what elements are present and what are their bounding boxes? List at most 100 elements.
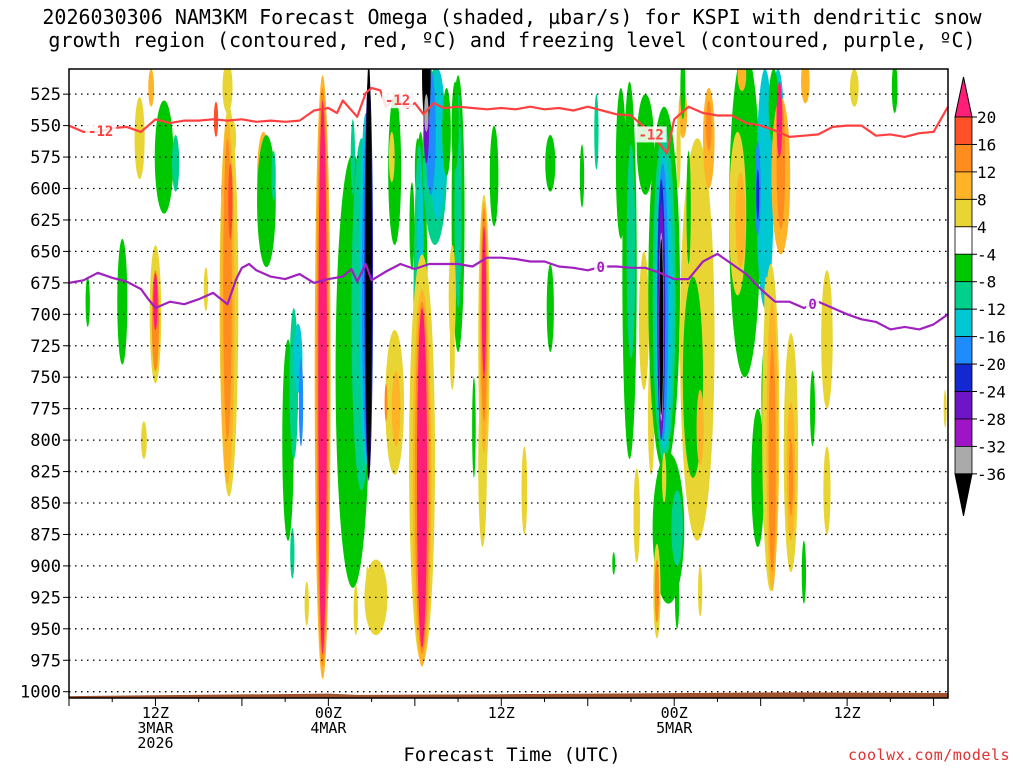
omega-cell-130 [776,81,783,158]
omega-cell-112 [661,452,667,504]
omega-cell-21 [228,163,233,239]
colorbar-swatch-13 [954,445,973,475]
y-tick-label-575: 575 [30,148,61,168]
omega-cell-138 [788,440,794,516]
omega-cell-122 [735,172,746,268]
x-tick-label-4-0: 12Z [834,704,861,722]
omega-cell-117 [674,565,680,629]
colorbar-label-9: -20 [977,355,1006,374]
omega-cell-92 [638,251,649,390]
omega-cell-111 [705,100,712,151]
colorbar-swatch-11 [954,391,973,420]
omega-cell-87 [594,94,599,170]
colorbar-swatch-10 [954,363,973,392]
y-tick-label-975: 975 [30,651,61,671]
colorbar-label-11: -28 [977,410,1006,429]
omega-cell-147 [891,69,898,114]
omega-cell-26 [257,135,276,268]
omega-cell-118 [697,565,703,617]
omega-cell-32 [290,528,295,579]
colorbar-swatch-6 [954,253,973,283]
omega-cell-115 [654,559,660,623]
omega-cell-53 [409,182,415,271]
omega-cell-141 [810,370,816,447]
omega-cell-35 [318,100,327,654]
colorbar-bottom-arrow [954,473,973,516]
y-tick-label-925: 925 [30,588,61,608]
omega-cell-69 [416,308,428,648]
chart-title-line-1: 2026030306 NAM3KM Forecast Omega (shaded… [42,5,982,29]
omega-cell-103 [671,490,683,566]
freezing-contour-label-0: 0 [594,258,608,276]
omega-cell-48 [391,370,401,447]
x-tick-label-0-2: 2026 [137,734,173,752]
y-tick-label-525: 525 [30,85,61,105]
omega-cell-44 [353,584,358,636]
colorbar-label-5: -4 [977,245,996,264]
colorbar-swatch-4 [954,198,973,228]
omega-cell-144 [801,69,810,104]
colorbar-label-4: 4 [977,218,987,237]
omega-cell-82 [489,125,499,227]
colorbar-swatch-2 [954,144,973,173]
colorbar-label-0: 20 [977,108,996,127]
omega-cell-46 [365,565,369,617]
colorbar-swatch-12 [954,418,973,447]
omega-cell-119 [686,150,691,264]
y-tick-label-900: 900 [30,557,61,577]
y-tick-label-600: 600 [30,180,61,200]
omega-cell-135 [768,345,776,573]
site-credit[interactable]: coolwx.com/models [847,746,1010,764]
omega-cell-6 [154,100,174,214]
omega-shading [85,69,947,680]
colorbar-label-10: -24 [977,383,1006,402]
omega-cell-75 [449,314,455,390]
dendritic-contour-label-2: -12 [635,126,667,143]
omega-cell-143 [823,446,831,535]
y-tick-label-650: 650 [30,242,61,262]
colorbar-swatch-7 [954,281,973,310]
omega-cell-36 [304,581,309,626]
omega-cell-85 [546,263,554,353]
omega-cell-142 [821,270,833,409]
omega-cell-146 [850,69,859,107]
omega-cell-108 [696,389,704,466]
x-tick-label-1-1: 4MAR [310,719,347,737]
colorbar-swatch-3 [954,171,973,200]
y-tick-label-800: 800 [30,431,61,451]
omega-cell-16 [222,69,233,114]
freezing-level-contour [69,252,948,331]
svg-text:-12: -12 [88,124,113,140]
omega-cell-70 [442,87,451,176]
omega-cell-10 [203,267,209,312]
dendritic-contour-label-0: -12 [85,123,117,140]
svg-text:-12: -12 [385,93,410,109]
omega-cell-90 [626,144,636,359]
omega-cell-51 [388,131,395,183]
y-tick-label-775: 775 [30,400,61,420]
omega-cell-109 [676,113,681,189]
y-tick-label-850: 850 [30,494,61,514]
colorbar-swatch-1 [954,116,973,145]
colorbar-label-2: 12 [977,163,996,182]
omega-cell-52 [350,119,356,195]
omega-cell-81 [481,226,487,378]
colorbar-label-1: 16 [977,135,996,154]
omega-cell-4 [153,273,158,331]
colorbar-top-arrow [954,76,973,118]
x-tick-label-0-0: 12Z [142,704,169,722]
omega-cell-73 [451,81,459,170]
omega-cell-65 [424,94,429,132]
ground-fill [69,692,948,698]
colorbar-label-13: -36 [977,465,1006,484]
y-tick-label-825: 825 [30,463,61,483]
omega-cell-49 [384,383,388,422]
omega-cell-116 [612,552,616,575]
x-tick-label-2-0: 12Z [488,704,515,722]
omega-cell-140 [801,540,807,604]
omega-cell-139 [764,276,769,327]
freezing-contour-label-1: 0 [806,296,820,313]
omega-cell-9 [148,69,155,107]
temperature-contours: -12 -12 -12 0 0 [69,86,948,331]
omega-cell-8 [134,97,145,180]
